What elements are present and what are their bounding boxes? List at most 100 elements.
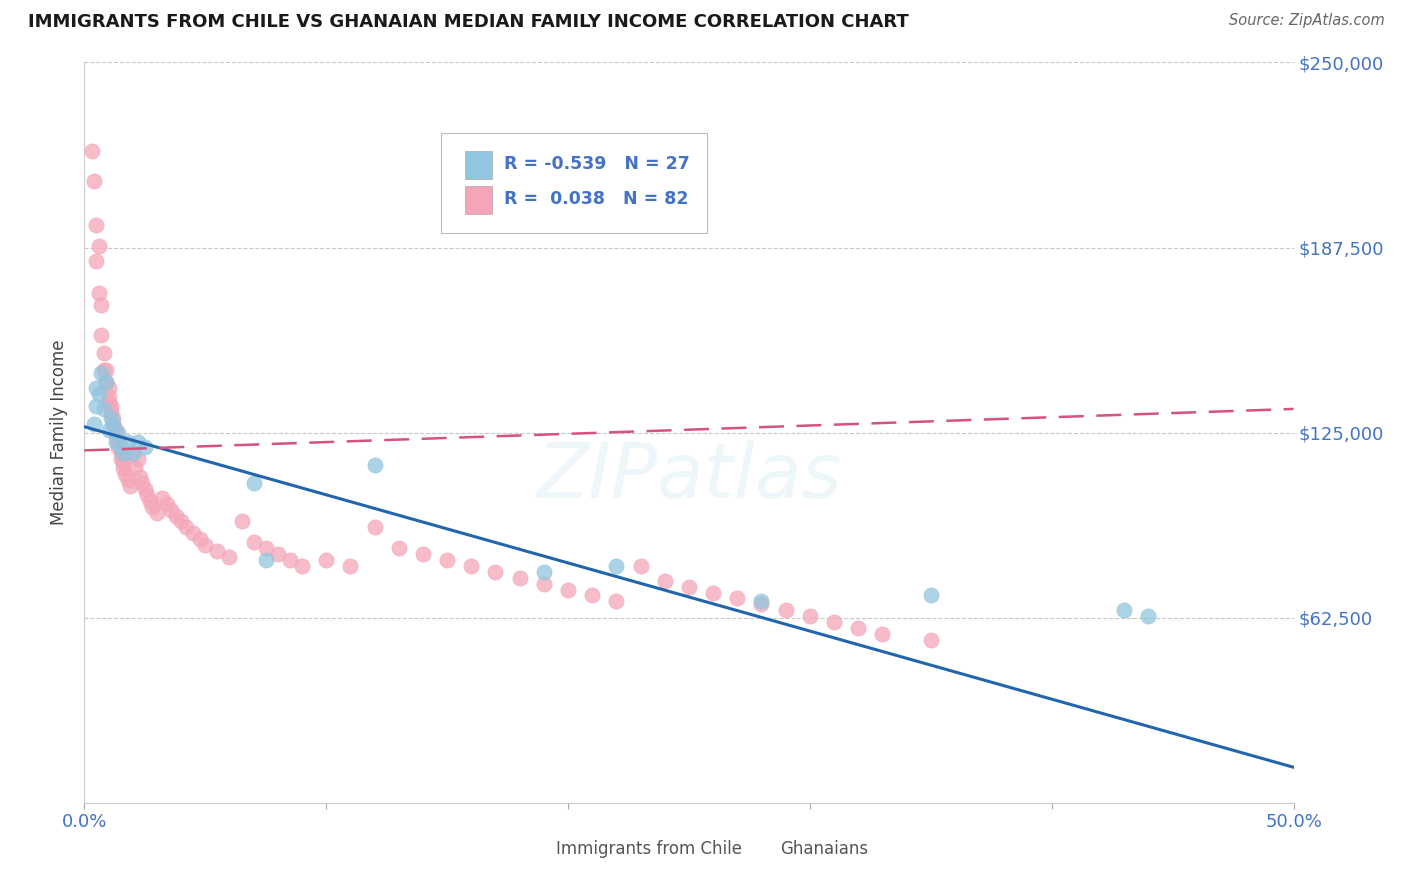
Point	[155, 497, 177, 511]
Point	[100, 405, 122, 419]
Point	[120, 479, 142, 493]
Point	[131, 475, 153, 490]
Point	[242, 535, 264, 549]
Point	[315, 553, 337, 567]
Point	[278, 553, 301, 567]
Point	[107, 441, 129, 455]
Point	[117, 473, 139, 487]
Point	[104, 423, 127, 437]
Point	[83, 417, 105, 431]
Point	[134, 482, 156, 496]
Text: IMMIGRANTS FROM CHILE VS GHANAIAN MEDIAN FAMILY INCOME CORRELATION CHART: IMMIGRANTS FROM CHILE VS GHANAIAN MEDIAN…	[28, 13, 908, 31]
Text: Ghanaians: Ghanaians	[780, 839, 868, 858]
Point	[112, 455, 135, 469]
Point	[90, 327, 112, 342]
Point	[93, 363, 115, 377]
Point	[181, 526, 204, 541]
Point	[165, 508, 187, 523]
Point	[129, 470, 152, 484]
Point	[107, 425, 129, 440]
FancyBboxPatch shape	[520, 838, 547, 860]
Point	[80, 145, 103, 159]
Point	[86, 253, 108, 268]
Point	[484, 565, 506, 579]
Point	[103, 417, 125, 431]
Point	[775, 603, 797, 617]
Point	[90, 367, 112, 381]
Point	[605, 558, 627, 573]
FancyBboxPatch shape	[744, 838, 770, 860]
Point	[141, 500, 163, 514]
Text: R =  0.038   N = 82: R = 0.038 N = 82	[503, 190, 689, 209]
Point	[87, 239, 110, 253]
Text: ZIPatlas: ZIPatlas	[536, 440, 842, 514]
Point	[920, 632, 942, 647]
Point	[725, 591, 748, 606]
Point	[190, 533, 212, 547]
Point	[103, 410, 125, 425]
Point	[267, 547, 290, 561]
Point	[291, 558, 314, 573]
Point	[94, 376, 117, 390]
Point	[751, 598, 773, 612]
Point	[97, 381, 120, 395]
Y-axis label: Median Family Income: Median Family Income	[51, 340, 69, 525]
Point	[207, 544, 229, 558]
Point	[86, 381, 108, 395]
Point	[97, 390, 120, 404]
Point	[533, 565, 555, 579]
Point	[160, 502, 183, 516]
Point	[112, 461, 135, 475]
Point	[170, 515, 193, 529]
Point	[104, 434, 127, 449]
Point	[920, 589, 942, 603]
Point	[533, 576, 555, 591]
Point	[86, 399, 108, 413]
Point	[103, 417, 125, 431]
Point	[702, 585, 724, 599]
Point	[630, 558, 652, 573]
Point	[872, 627, 894, 641]
Point	[127, 452, 149, 467]
Point	[127, 434, 149, 449]
Point	[1114, 603, 1136, 617]
Point	[100, 410, 122, 425]
Point	[846, 621, 869, 635]
Point	[218, 549, 240, 564]
Point	[509, 571, 531, 585]
Point	[581, 589, 603, 603]
Point	[87, 387, 110, 401]
Point	[799, 609, 821, 624]
Point	[460, 558, 482, 573]
Point	[138, 493, 160, 508]
Point	[97, 423, 120, 437]
Point	[146, 506, 169, 520]
Point	[254, 553, 277, 567]
Point	[104, 428, 127, 442]
Point	[107, 434, 129, 449]
Point	[86, 219, 108, 233]
Point	[678, 580, 700, 594]
Point	[121, 446, 143, 460]
Point	[412, 547, 434, 561]
Point	[94, 376, 117, 390]
Point	[90, 298, 112, 312]
Point	[388, 541, 411, 555]
Point	[194, 538, 217, 552]
Point	[117, 434, 139, 449]
Point	[87, 286, 110, 301]
Text: Immigrants from Chile: Immigrants from Chile	[555, 839, 742, 858]
Point	[231, 515, 253, 529]
Point	[121, 446, 143, 460]
Point	[751, 594, 773, 608]
Text: R = -0.539   N = 27: R = -0.539 N = 27	[503, 155, 690, 173]
Text: Source: ZipAtlas.com: Source: ZipAtlas.com	[1229, 13, 1385, 29]
Point	[242, 475, 264, 490]
Point	[83, 174, 105, 188]
Point	[339, 558, 361, 573]
Point	[100, 399, 122, 413]
Point	[134, 441, 156, 455]
Point	[823, 615, 845, 629]
Point	[93, 401, 115, 416]
Point	[654, 574, 676, 588]
